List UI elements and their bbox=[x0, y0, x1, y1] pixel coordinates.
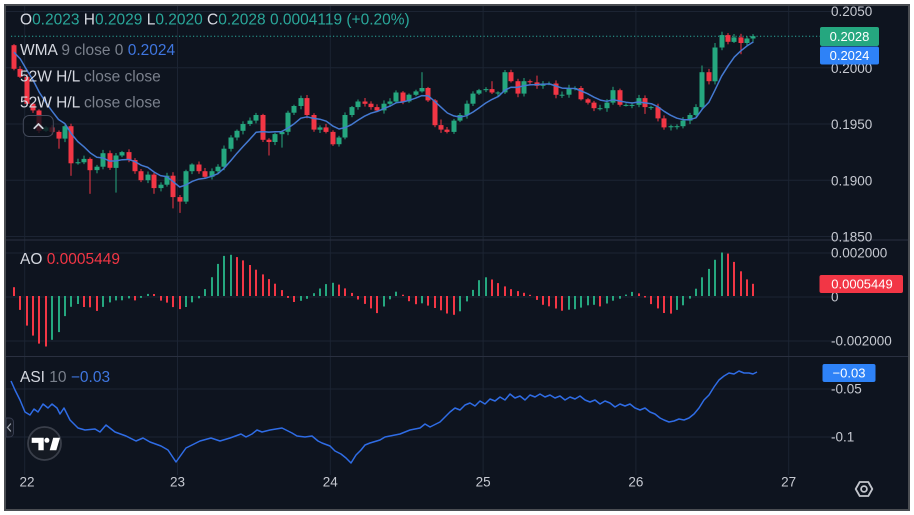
svg-text:AO 0.0005449: AO 0.0005449 bbox=[20, 251, 120, 268]
svg-text:24: 24 bbox=[323, 475, 339, 490]
svg-text:0.1850: 0.1850 bbox=[831, 230, 872, 245]
svg-text:0.2028: 0.2028 bbox=[830, 29, 870, 44]
svg-text:0.0005449: 0.0005449 bbox=[831, 277, 892, 292]
svg-text:O0.2023 H0.2029 L0.2020 C0.202: O0.2023 H0.2029 L0.2020 C0.2028 0.000411… bbox=[20, 12, 410, 29]
svg-text:-0.002000: -0.002000 bbox=[831, 334, 892, 349]
svg-text:52W H/L close close: 52W H/L close close bbox=[20, 69, 161, 86]
svg-text:27: 27 bbox=[781, 475, 796, 490]
svg-text:23: 23 bbox=[170, 475, 185, 490]
svg-text:26: 26 bbox=[628, 475, 643, 490]
svg-text:−0.03: −0.03 bbox=[833, 366, 866, 381]
svg-text:0.2000: 0.2000 bbox=[831, 61, 872, 76]
svg-text:-0.1: -0.1 bbox=[831, 430, 854, 445]
svg-text:ASI 10 −0.03: ASI 10 −0.03 bbox=[20, 369, 110, 386]
svg-text:0.2050: 0.2050 bbox=[831, 4, 872, 19]
svg-text:52W H/L close close: 52W H/L close close bbox=[20, 95, 161, 112]
svg-text:0.1950: 0.1950 bbox=[831, 117, 872, 132]
svg-text:0: 0 bbox=[831, 290, 839, 305]
svg-text:22: 22 bbox=[19, 475, 34, 490]
svg-text:0.1900: 0.1900 bbox=[831, 174, 872, 189]
svg-text:25: 25 bbox=[476, 475, 491, 490]
svg-text:0.002000: 0.002000 bbox=[831, 246, 887, 261]
svg-text:-0.05: -0.05 bbox=[831, 382, 862, 397]
svg-text:0.2024: 0.2024 bbox=[830, 48, 870, 63]
svg-text:WMA 9 close 0 0.2024: WMA 9 close 0 0.2024 bbox=[20, 42, 175, 59]
